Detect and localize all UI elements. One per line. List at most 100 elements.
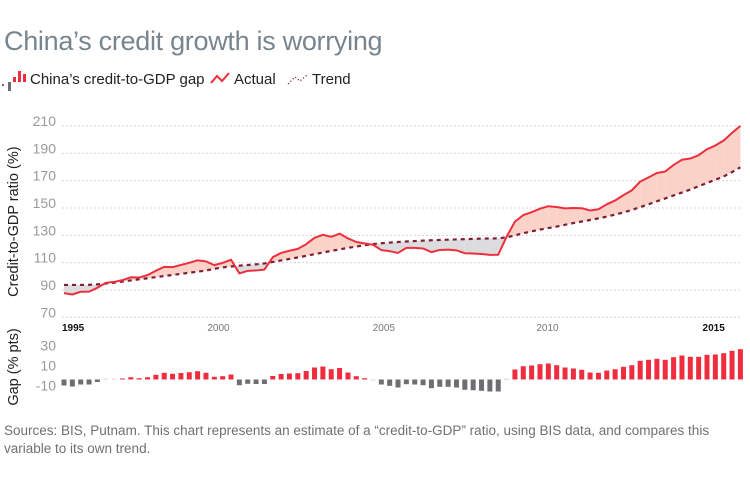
gap-bar-positive [228, 374, 234, 380]
gap-bars-icon [2, 71, 26, 91]
fill-above-trend [690, 155, 699, 190]
gap-bar-negative [78, 379, 84, 385]
dotted-line-icon [287, 74, 308, 85]
gap-bar-positive [545, 363, 551, 380]
gap-bar-negative [462, 379, 468, 390]
gap-bar-negative [253, 379, 259, 384]
gap-bar-positive [712, 354, 718, 380]
y-tick-label: 190 [33, 140, 57, 156]
fill-above-trend [289, 248, 298, 259]
fill-above-trend [347, 238, 357, 248]
fill-above-trend [314, 234, 323, 255]
gap-bar-positive [286, 373, 292, 380]
gap-bar-positive [721, 353, 727, 380]
gap-bar-positive [679, 355, 685, 380]
x-tick-label: 2005 [373, 323, 396, 334]
gap-bar-negative [378, 379, 384, 385]
gap-bar-positive [696, 356, 702, 380]
gap-bar-positive [629, 365, 635, 380]
fill-above-trend [606, 200, 616, 217]
fill-below-trend [406, 241, 415, 248]
fill-below-trend [489, 238, 499, 255]
gap-bar-negative [428, 379, 434, 389]
gap-bar-positive [295, 373, 301, 380]
gap-bar-positive [345, 372, 351, 380]
y-axis-title: Credit-to-GDP ratio (%) [6, 146, 22, 296]
gap-bar-negative [370, 379, 376, 381]
gap-bar-negative [453, 379, 459, 388]
gap-fill-areas [64, 125, 741, 295]
line-series [63, 125, 742, 296]
fill-above-trend [189, 260, 198, 273]
gap-bar-positive [320, 366, 326, 380]
gap-bar-negative [86, 379, 92, 385]
gap-bar-positive [328, 369, 334, 380]
gap-bar-positive [620, 366, 626, 380]
gap-bar-positive [562, 367, 568, 380]
fill-above-trend [665, 164, 674, 199]
gap-bar-positive [211, 376, 217, 380]
gap-bar-positive [362, 378, 368, 380]
gap-bar-positive [161, 372, 167, 380]
fill-above-trend [197, 260, 206, 272]
gap-bar-negative [470, 379, 476, 391]
fill-above-trend [681, 158, 691, 193]
gap-y-tick-label: -10 [36, 378, 56, 394]
gap-bar-positive [704, 354, 710, 380]
fill-above-trend [297, 244, 307, 258]
x-tick-label: 2000 [207, 323, 230, 334]
gap-bar-positive [178, 373, 184, 380]
fill-above-trend [180, 262, 190, 274]
gap-bar-positive [111, 378, 117, 380]
gap-bar-negative [236, 379, 242, 386]
zigzag-line-icon [210, 72, 230, 84]
fill-above-trend [164, 266, 173, 277]
fill-above-trend [565, 207, 574, 225]
grid-lines [62, 125, 742, 318]
fill-below-trend [389, 242, 399, 253]
gap-bar-positive [103, 378, 109, 380]
fill-above-trend [531, 208, 540, 232]
gap-bar-negative [479, 379, 485, 391]
fill-above-trend [707, 145, 716, 183]
x-tick-label: 2010 [536, 323, 559, 334]
y-tick-label: 210 [33, 113, 57, 129]
gap-bar-positive [220, 376, 226, 380]
y-tick-label: 70 [40, 304, 56, 320]
fill-above-trend [732, 125, 741, 173]
gap-bar-positive [186, 372, 192, 380]
fill-above-trend [648, 173, 657, 205]
gap-bar-positive [662, 359, 668, 380]
fill-above-trend [205, 261, 215, 271]
legend-label-actual: Actual [234, 70, 276, 88]
fill-above-trend [698, 149, 707, 187]
gap-axis-title: Gap (% pts) [6, 328, 22, 405]
gap-bar-positive [729, 350, 735, 380]
gap-bar-positive [128, 377, 134, 380]
gap-bar-negative [94, 379, 100, 382]
chart-canvas: 70 90 110 130 150 170 190 210 Credit-to-GDP rati… [6, 113, 743, 406]
gap-y-tick-label: 10 [40, 358, 56, 374]
fill-above-trend [640, 177, 649, 208]
gap-bar-positive [512, 369, 518, 380]
fill-above-trend [656, 171, 666, 202]
fill-below-trend [80, 284, 90, 292]
gap-bar-negative [420, 379, 426, 386]
fill-above-trend [623, 190, 632, 213]
legend: China’s credit-to-GDP gap Actual Trend [0, 66, 750, 92]
fill-below-trend [473, 238, 482, 255]
fill-above-trend [715, 140, 724, 180]
fill-above-trend [523, 212, 532, 234]
gap-bar-positive [203, 372, 209, 380]
fill-below-trend [448, 239, 457, 251]
legend-label-gap: China’s credit-to-GDP gap [30, 70, 205, 88]
fill-below-trend [381, 242, 390, 252]
fill-below-trend [439, 239, 449, 250]
fill-above-trend [272, 252, 282, 262]
gap-bar-negative [395, 379, 401, 388]
fill-below-trend [247, 264, 257, 271]
x-tick-label: 2015 [703, 323, 726, 334]
gap-bar-positive [278, 374, 284, 380]
x-tick-label: 1995 [62, 323, 85, 334]
fill-below-trend [414, 240, 424, 249]
